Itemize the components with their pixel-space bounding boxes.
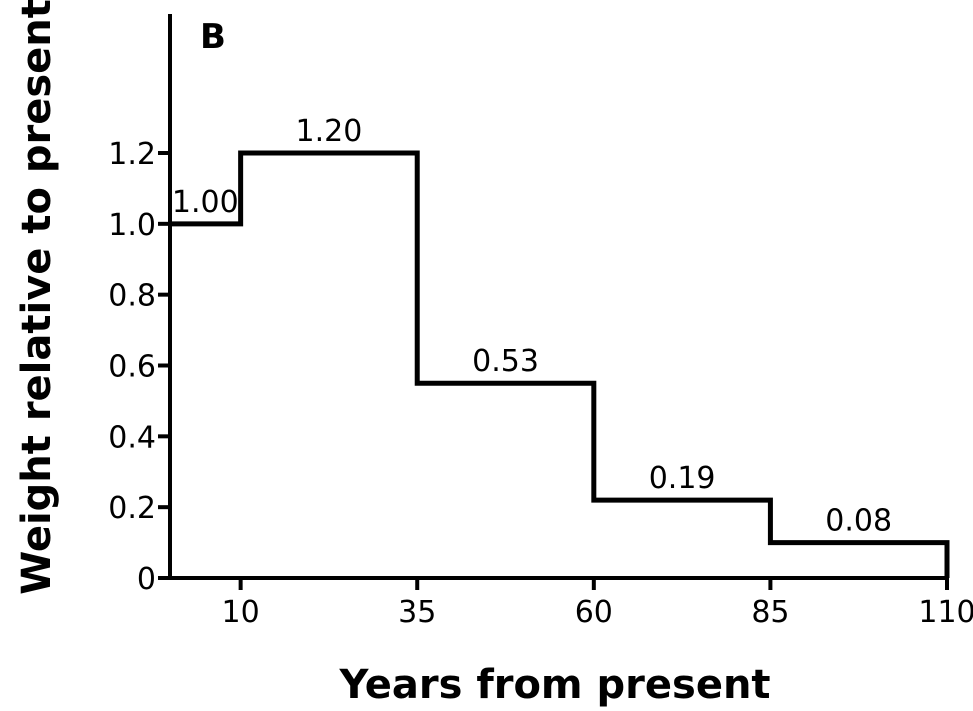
panel-label: B (200, 17, 226, 57)
x-ticks: 10 35 60 85 110 (222, 578, 973, 630)
data-labels: 1.00 1.20 0.53 0.19 0.08 (172, 114, 892, 539)
data-label: 0.53 (472, 344, 539, 379)
data-label: 0.08 (825, 504, 892, 539)
data-label: 0.19 (649, 461, 716, 496)
x-axis-title: Years from present (338, 662, 770, 708)
y-tick-label: 0.2 (108, 491, 156, 526)
x-tick-label: 85 (751, 595, 789, 630)
step-series-line (170, 150, 950, 578)
x-tick-label: 10 (222, 595, 260, 630)
y-tick-label: 0.8 (108, 279, 156, 314)
y-ticks: 0 0.2 0.4 0.6 0.8 1.0 1.2 (108, 137, 170, 597)
y-tick-label: 1.0 (108, 208, 156, 243)
y-tick-label: 0.6 (108, 350, 156, 385)
y-tick-label: 0 (137, 562, 156, 597)
x-tick-label: 35 (398, 595, 436, 630)
y-tick-label: 0.4 (108, 420, 156, 455)
x-tick-label: 60 (575, 595, 613, 630)
data-label: 1.00 (172, 185, 239, 220)
data-label: 1.20 (296, 114, 363, 149)
x-tick-label: 110 (918, 595, 973, 630)
y-axis-title: Weight relative to present (14, 0, 60, 595)
y-tick-label: 1.2 (108, 137, 156, 172)
